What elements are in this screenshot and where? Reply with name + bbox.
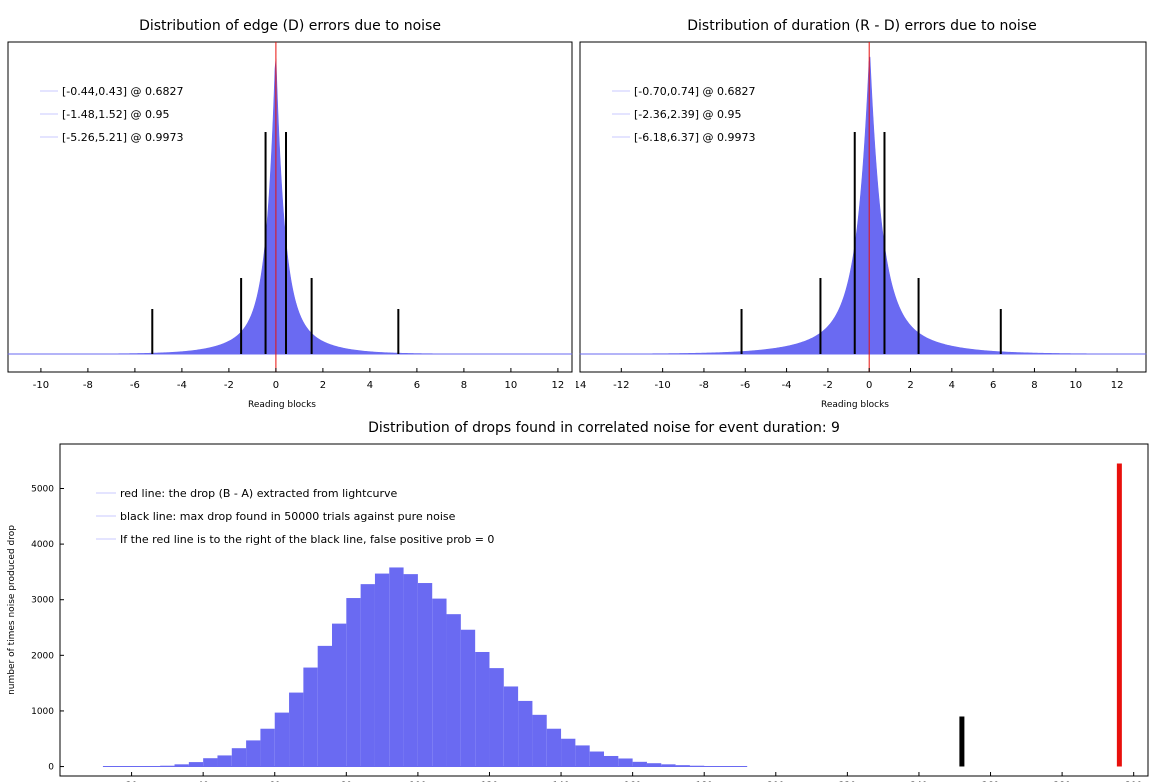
drop-hist-bar [518,700,533,767]
edge-legend-entry: [-5.26,5.21] @ 0.9973 [62,131,184,144]
drop-hist-bar [203,758,218,767]
drop-hist-bar [546,728,562,767]
drop-hist-bar [374,573,390,767]
duration-xtick-label: 12 [1111,380,1124,391]
duration-chart-svg: 14 -12 -10 -8 -6 -4 -2 0 2 4 6 8 10 12 Reading blocks [… [576,41,1147,410]
drop-chart-svg: 0100020003000400050002040608010012014016… [7,443,1149,782]
drop-hist-bar [217,755,232,767]
edge-xtick-label: -6 [130,380,140,391]
edge-xtick-label: 6 [414,380,420,391]
drop-hist-bar [346,598,361,767]
edge-xtick-label: 8 [461,380,467,391]
drop-hist-bar [403,574,418,767]
duration-plot-frame [579,41,1147,373]
drop-yaxis-label: number of times noise produced drop [7,525,17,695]
drop-hist-bar [274,712,290,767]
duration-legend-entry: [-2.36,2.39] @ 0.95 [634,108,742,121]
drop-hist-bar [575,745,590,767]
edge-legend-entry: [-1.48,1.52] @ 0.95 [62,108,170,121]
drop-hist-bar [389,567,404,767]
drop-hist-bar [360,584,375,767]
drop-hist-bar [632,761,647,767]
drop-legend-entry: black line: max drop found in 50000 tria… [120,510,456,523]
duration-xtick-label: -2 [823,380,833,391]
drop-hist-bar [646,763,662,767]
drop-hist-bar [532,714,547,767]
edge-xtick-label: 2 [320,380,326,391]
duration-xtick-label: 8 [1031,380,1037,391]
drop-ytick-label: 0 [48,763,54,773]
duration-xtick-label: 4 [949,380,955,391]
drop-hist-bar [561,738,576,767]
drop-ytick-label: 3000 [31,596,54,606]
drop-hist-bar [332,623,347,767]
drop-chart-title: Distribution of drops found in correlate… [368,420,840,436]
duration-xtick-label: -8 [699,380,709,391]
duration-xtick-label: 10 [1069,380,1082,391]
edge-chart-title: Distribution of edge (D) errors due to n… [139,18,441,34]
edge-xtick-label: -2 [224,380,234,391]
duration-legend-entry: [-6.18,6.37] @ 0.9973 [634,131,756,144]
drop-hist-bar [317,645,332,767]
drop-ytick-label: 1000 [31,707,54,717]
drop-hist-bar [417,583,433,767]
edge-xtick-label: -8 [83,380,93,391]
drop-hist-bar [446,614,461,767]
duration-xaxis-label: Reading blocks [821,400,889,410]
drop-hist-bar [160,765,175,767]
edge-legend-entry: [-0.44,0.43] @ 0.6827 [62,85,184,98]
edge-xtick-label: 10 [505,380,518,391]
duration-xtick-label: -4 [782,380,792,391]
drop-hist-bar [675,765,690,767]
duration-xtick-label: -12 [613,380,629,391]
drop-legend-entry: If the red line is to the right of the b… [120,533,494,546]
drop-hist-bar [231,748,247,767]
drop-hist-bar [260,728,275,767]
drop-hist-bar [303,667,318,767]
drop-hist-bar [460,629,476,767]
drop-distribution-chart: Distribution of drops found in correlate… [0,410,1152,782]
drop-plot-frame [59,443,1149,777]
drop-hist-bar [246,740,261,767]
duration-xtick-label: 2 [907,380,913,391]
drop-hist-bar [503,686,519,767]
drop-hist-bar [145,765,161,767]
edge-xtick-label: -4 [177,380,187,391]
drop-hist-bar [618,758,633,767]
drop-hist-bar [289,692,304,767]
duration-xtick-label: 14 [576,380,586,391]
duration-xtick-label: -6 [740,380,750,391]
edge-xtick-label: -10 [33,380,49,391]
drop-ytick-label: 4000 [31,540,54,550]
drop-hist-bar [489,668,504,767]
drop-hist-bar [689,765,705,767]
duration-legend-entry: [-0.70,0.74] @ 0.6827 [634,85,756,98]
drop-hist-bar [188,762,204,767]
edge-error-chart: Distribution of edge (D) errors due to n… [0,0,576,410]
duration-distribution-area [579,56,1147,355]
drop-hist-bar [174,764,189,767]
drop-hist-bar [704,765,719,767]
duration-xtick-label: -10 [654,380,670,391]
drop-hist-bar [475,651,490,767]
duration-chart-title: Distribution of duration (R - D) errors … [687,18,1037,34]
duration-xtick-label: 6 [990,380,996,391]
drop-hist-bar [661,764,676,767]
edge-xtick-label: 0 [273,380,279,391]
edge-plot-frame [7,41,573,373]
edge-chart-svg: -10 -8 -6 -4 -2 0 2 4 6 8 10 12 Reading blocks [-0.44… [7,41,573,410]
edge-xtick-label: 4 [367,380,373,391]
edge-xtick-label: 12 [552,380,565,391]
edge-xaxis-label: Reading blocks [248,400,316,410]
drop-hist-bar [589,751,604,767]
drop-ytick-label: 5000 [31,484,54,494]
drop-legend-entry: red line: the drop (B - A) extracted fro… [120,487,398,500]
drop-hist-bar [604,755,619,767]
drop-hist-bar [432,598,447,767]
duration-xtick-label: 0 [866,380,872,391]
edge-distribution-area [7,58,573,355]
duration-error-chart: Distribution of duration (R - D) errors … [576,0,1152,410]
drop-ytick-label: 2000 [31,651,54,661]
